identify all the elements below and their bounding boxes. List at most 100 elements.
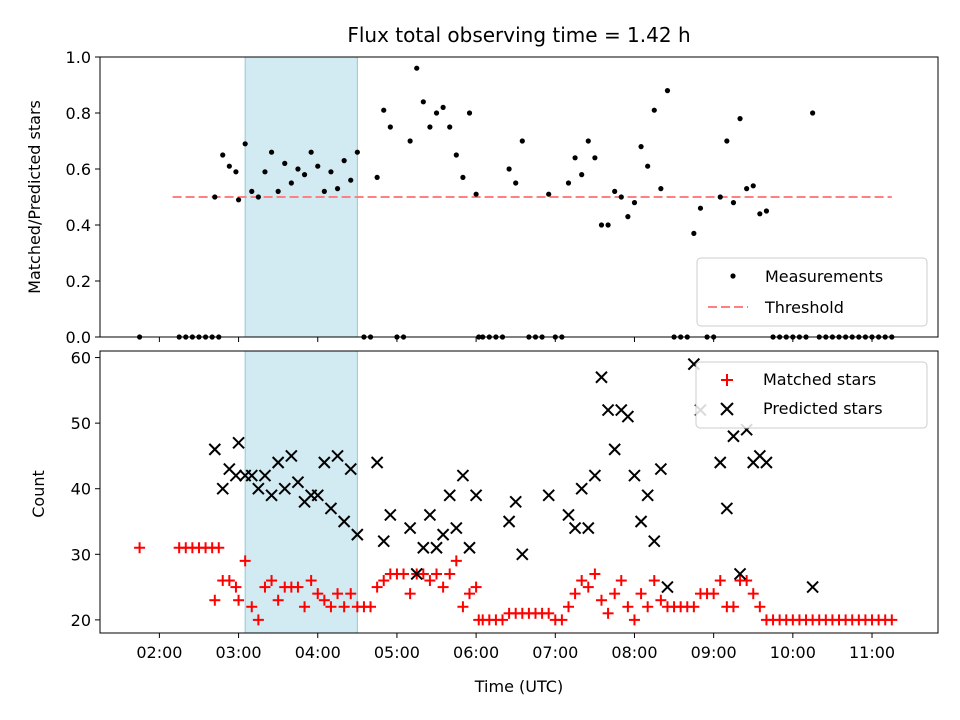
measurement-point: [288, 180, 294, 186]
matched-point: [417, 568, 429, 580]
matched-point: [497, 614, 509, 626]
predicted-point: [403, 521, 417, 535]
measurement-point: [440, 104, 446, 110]
top-legend: Measurements Threshold: [696, 257, 928, 327]
matched-point: [305, 575, 317, 587]
matched-point: [635, 588, 647, 600]
measurement-point: [275, 188, 281, 194]
top-legend-box: [696, 257, 928, 327]
predicted-point: [443, 489, 456, 502]
measurement-point: [598, 222, 605, 228]
predicted-point: [337, 515, 351, 528]
matched-point: [615, 575, 627, 587]
matched-point: [648, 575, 660, 587]
predicted-point: [608, 443, 621, 456]
matched-point: [747, 588, 759, 600]
predicted-point: [463, 541, 476, 554]
measurement-point: [301, 172, 308, 178]
matched-point: [688, 601, 700, 613]
measurement-point: [572, 155, 578, 161]
predicted-point: [436, 528, 450, 541]
predicted-point: [311, 489, 324, 502]
matched-point: [642, 601, 654, 613]
predicted-point: [562, 508, 575, 522]
predicted-point: [714, 456, 727, 469]
measurement-point: [625, 214, 631, 220]
matched-point: [209, 594, 221, 606]
top-y-axis-label: Matched/Predicted stars: [25, 100, 44, 294]
measurement-point: [466, 110, 473, 116]
measurement-point: [407, 138, 413, 144]
predicted-point: [575, 482, 588, 495]
bottom-plot-area: 20 30 40 50 60 02:00 03:00 04:00 05:00 06:00 07:0…: [71, 349, 939, 662]
predicted-point: [621, 410, 635, 423]
measurement-point: [414, 65, 420, 71]
measurement-point: [763, 208, 770, 214]
bottom-highlight-span: [244, 350, 358, 634]
matched-point: [595, 594, 607, 606]
predicted-point: [344, 462, 357, 476]
predicted-point: [384, 508, 397, 522]
matched-point: [299, 601, 311, 613]
measurement-point: [328, 169, 334, 175]
measurement-point: [744, 186, 750, 192]
measurement-point: [460, 174, 466, 180]
top-y-tick-label: 0.8: [66, 104, 91, 123]
top-y-tick-label: 0.4: [66, 216, 91, 235]
measurement-point: [433, 110, 440, 116]
matched-point: [582, 581, 594, 593]
predicted-point: [516, 548, 529, 561]
measurement-point: [374, 174, 380, 180]
measurement-point: [334, 186, 341, 192]
legend-predicted-marker: [720, 402, 734, 416]
legend-measurements-marker: [730, 273, 736, 279]
predicted-point: [450, 521, 463, 535]
matched-point: [655, 594, 667, 606]
top-points-group: [136, 65, 895, 340]
measurement-point: [308, 149, 314, 155]
predicted-point: [628, 469, 641, 482]
matched-point: [134, 542, 146, 554]
matched-point: [332, 588, 344, 600]
measurement-point: [750, 183, 756, 189]
matched-point: [292, 581, 304, 593]
predicted-point: [654, 462, 668, 476]
x-axis-label: Time (UTC): [474, 677, 563, 696]
measurement-point: [226, 163, 232, 169]
x-tick-label: 02:00: [136, 643, 182, 662]
predicted-point: [588, 469, 602, 482]
matched-point: [312, 588, 324, 600]
predicted-point: [634, 515, 648, 528]
measurement-point: [242, 141, 248, 147]
top-plot-area: 0.0 0.2 0.4 0.6 0.8 1.0: [66, 48, 939, 347]
matched-point: [431, 568, 443, 580]
predicted-point: [331, 449, 344, 463]
predicted-point: [351, 528, 364, 541]
matched-point: [398, 568, 410, 580]
predicted-point: [469, 489, 483, 502]
matched-point: [213, 542, 225, 554]
predicted-point: [542, 489, 555, 502]
predicted-point: [430, 541, 443, 554]
matched-point: [246, 601, 258, 613]
measurement-point: [757, 211, 763, 217]
predicted-point: [232, 436, 245, 450]
predicted-point: [208, 443, 222, 456]
matched-point: [318, 594, 330, 606]
top-highlight-span: [244, 56, 358, 338]
measurement-point: [585, 138, 591, 144]
predicted-point: [285, 449, 298, 463]
bottom-axes-frame: [99, 350, 939, 634]
matched-point: [589, 568, 601, 580]
predicted-point: [410, 567, 423, 581]
predicted-point: [252, 482, 265, 495]
measurement-point: [592, 155, 598, 161]
matched-point: [345, 588, 357, 600]
top-chart-title: Flux total observing time = 1.42 h: [347, 23, 690, 47]
predicted-point: [502, 515, 516, 528]
measurement-point: [235, 197, 242, 203]
top-axes-frame: [99, 56, 939, 338]
bottom-y-ticks: 20 30 40 50 60: [71, 349, 100, 630]
matched-point: [556, 614, 568, 626]
matched-points-group: [134, 542, 898, 626]
